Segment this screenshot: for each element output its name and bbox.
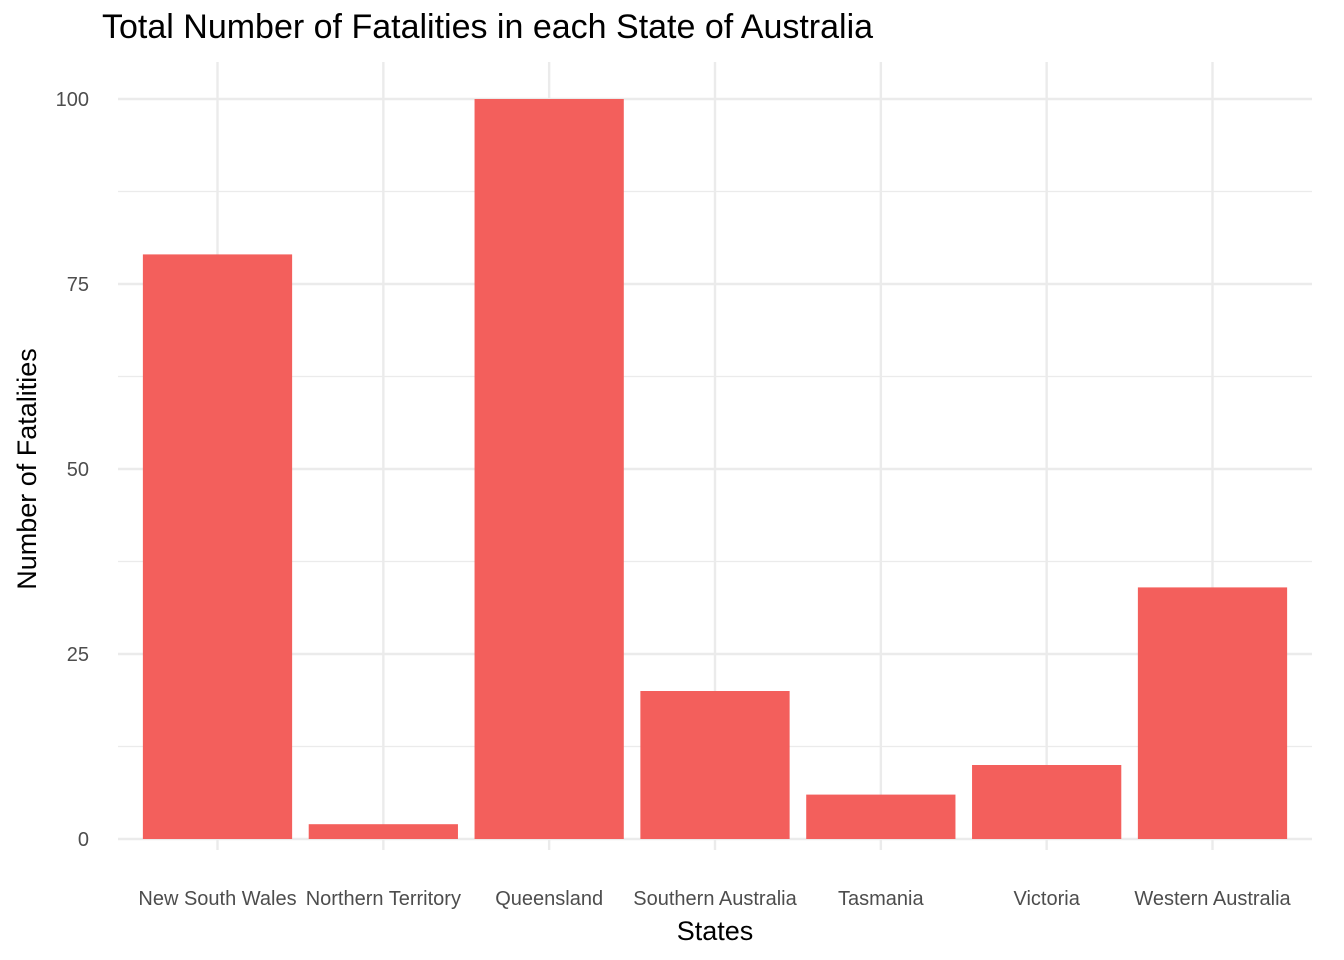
x-tick-label: Western Australia [1134,888,1291,910]
bar [474,99,624,839]
x-tick-label: Queensland [495,888,603,910]
bar [806,794,956,839]
x-tick-label: Northern Territory [306,888,461,910]
y-tick-label: 100 [56,89,89,111]
y-axis-ticks: 0 25 50 75 100 [56,89,89,851]
y-tick-label: 0 [78,829,89,851]
bar [972,765,1122,839]
y-tick-label: 75 [67,274,89,296]
x-tick-label: Southern Australia [633,888,797,910]
bar [640,691,790,839]
x-tick-label: Tasmania [838,888,924,910]
chart-title: Total Number of Fatalities in each State… [102,8,874,46]
x-tick-label: Victoria [1014,888,1081,910]
bar [308,824,458,839]
x-tick-label: New South Wales [138,888,296,910]
x-axis-title: States [677,916,754,946]
y-tick-label: 25 [67,644,89,666]
x-axis-ticks: New South Wales Northern Territory Queensl… [138,888,1291,910]
y-tick-label: 50 [67,459,89,481]
bar [142,254,293,839]
y-axis-title: Number of Fatalities [12,348,42,590]
bars [142,99,1288,839]
bar [1137,587,1288,839]
